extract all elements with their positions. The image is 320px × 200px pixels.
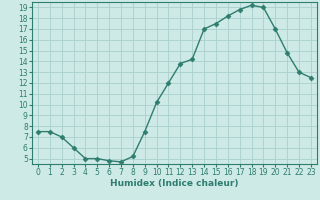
X-axis label: Humidex (Indice chaleur): Humidex (Indice chaleur)	[110, 179, 239, 188]
